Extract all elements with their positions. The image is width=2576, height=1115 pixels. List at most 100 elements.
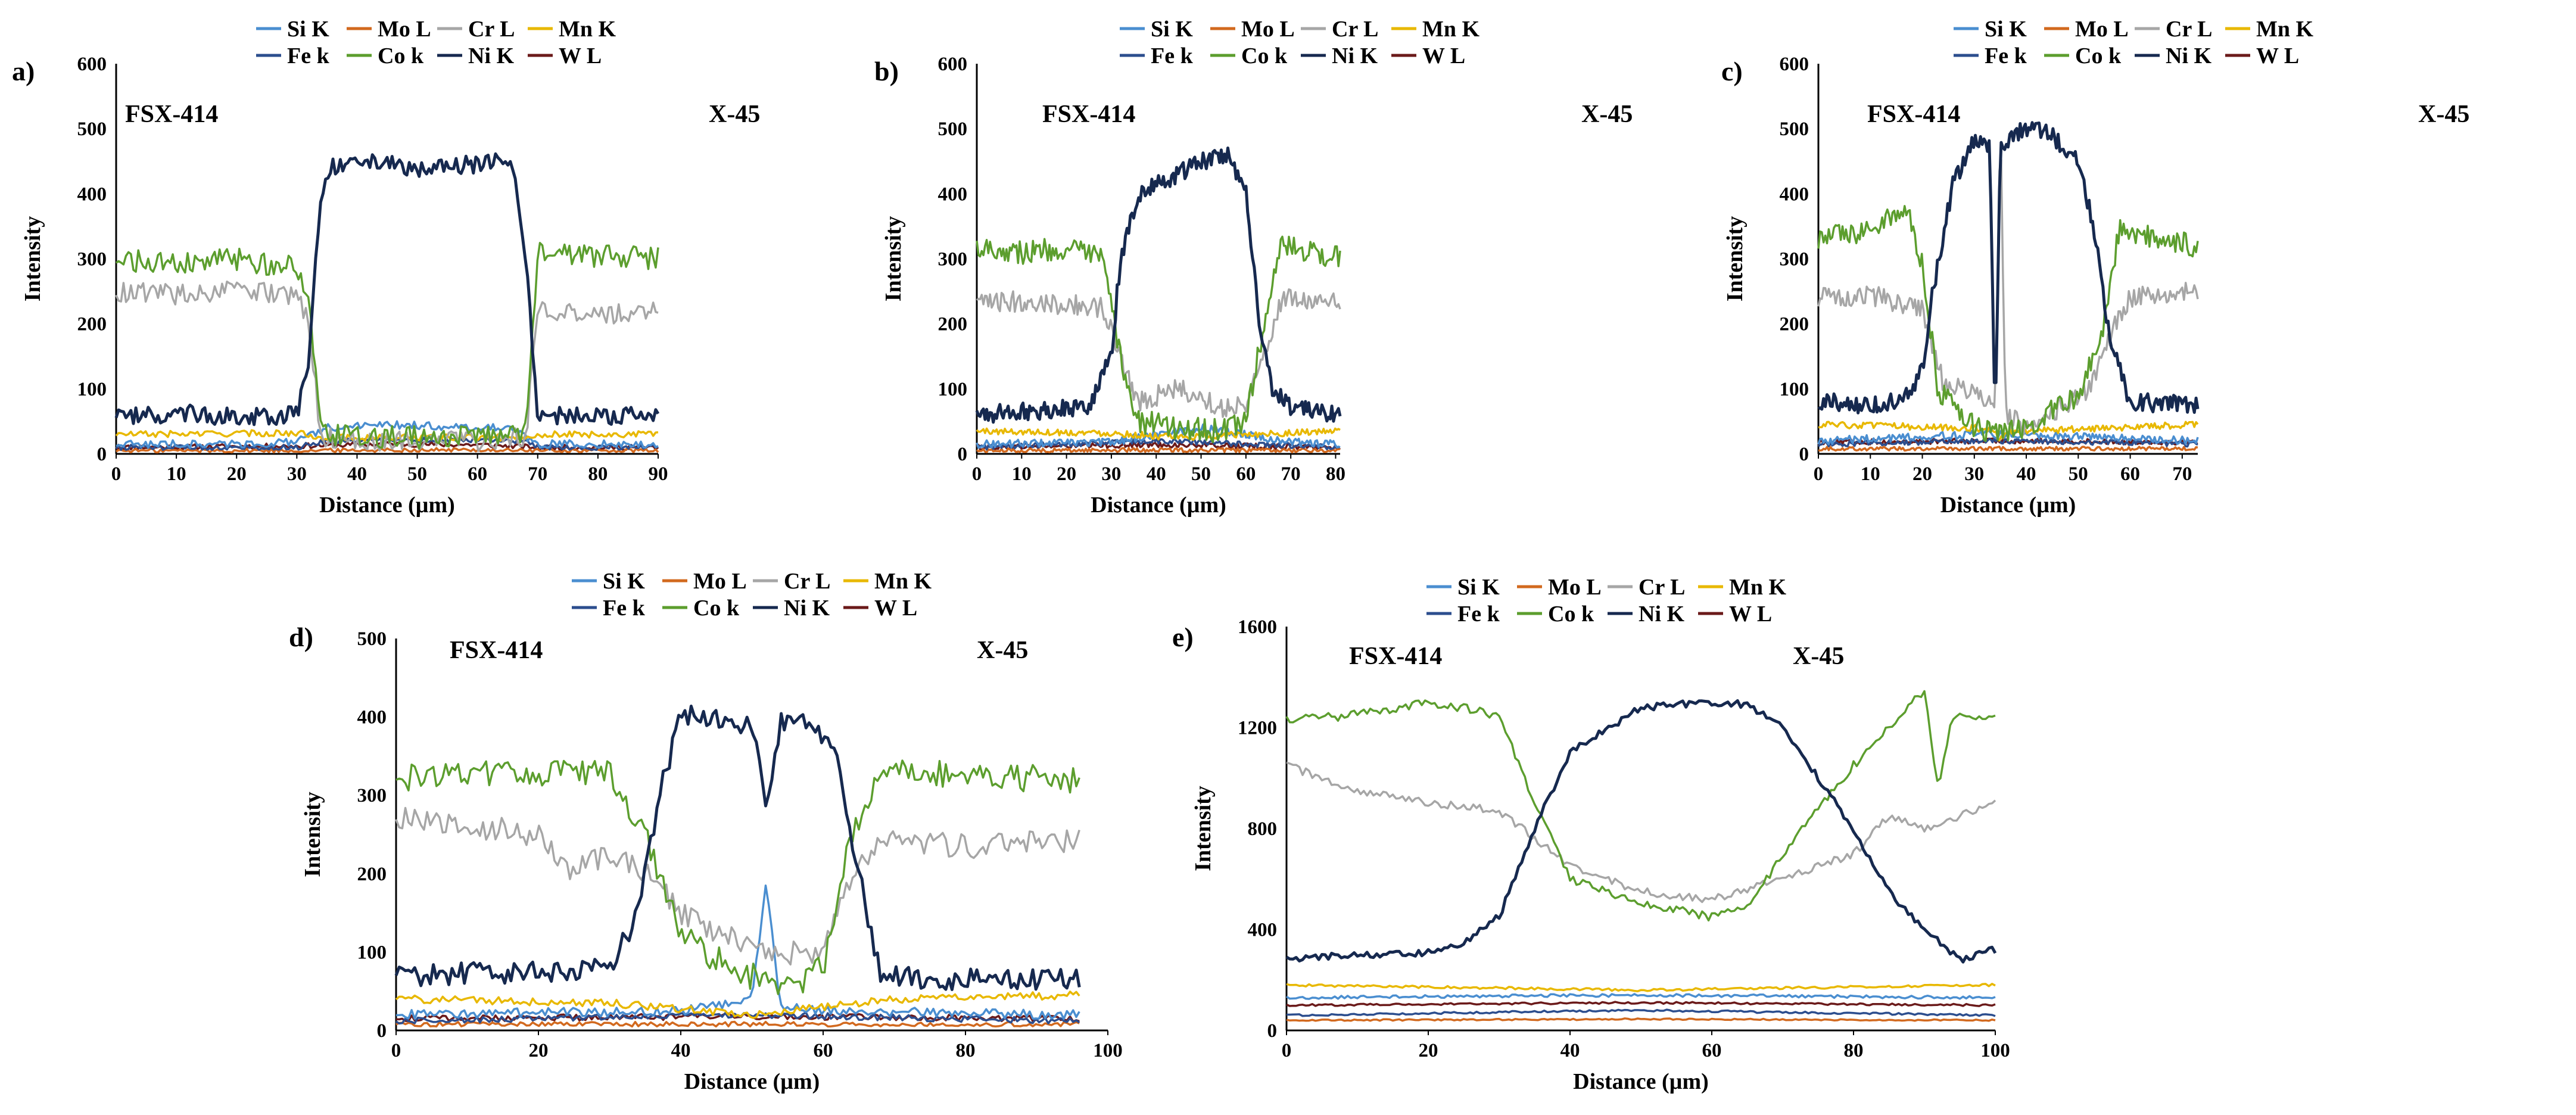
x-tick-label: 0: [111, 463, 122, 485]
y-tick-label: 500: [938, 119, 968, 140]
series-line-mo: [976, 447, 1341, 454]
legend-label-mn: Mn K: [874, 569, 932, 594]
x-tick-label: 60: [814, 1040, 833, 1061]
y-axis-title: Intensity: [881, 216, 906, 302]
series-line-fe: [976, 437, 1341, 451]
x-tick-label: 80: [1844, 1040, 1864, 1061]
series-line-cr: [1286, 761, 1996, 904]
legend-label-mo: Mo L: [1241, 17, 1295, 42]
legend-label-si: Si K: [603, 569, 645, 594]
y-tick-label: 300: [357, 785, 387, 806]
legend-label-w: W L: [559, 43, 602, 68]
panel-label: a): [12, 56, 35, 86]
x-tick-label: 80: [956, 1040, 976, 1061]
legend-label-si: Si K: [287, 17, 329, 42]
series-line-ni: [975, 147, 1342, 424]
legend-label-mn: Mn K: [1729, 575, 1787, 600]
legend-label-fe: Fe k: [287, 43, 330, 68]
x-tick-label: 80: [588, 463, 608, 485]
left-sample-label: FSX-414: [450, 637, 543, 664]
x-tick-label: 20: [529, 1040, 549, 1061]
x-tick-label: 10: [1861, 463, 1880, 485]
legend-label-ni: Ni K: [2166, 43, 2212, 68]
left-sample-label: FSX-414: [1042, 101, 1135, 128]
y-tick-label: 500: [77, 119, 107, 140]
panel-label: e): [1172, 622, 1194, 652]
x-tick-label: 30: [1101, 463, 1121, 485]
x-tick-label: 30: [287, 463, 307, 485]
legend-label-co: Co k: [378, 43, 424, 68]
x-tick-label: 40: [347, 463, 367, 485]
series-line-cr: [976, 288, 1341, 418]
legend-label-mn: Mn K: [559, 17, 616, 42]
y-axis-title: Intensity: [300, 792, 325, 877]
x-tick-label: 70: [528, 463, 547, 485]
x-tick-label: 50: [2069, 463, 2088, 485]
series-line-fe: [1287, 1008, 1996, 1017]
y-tick-label: 300: [77, 249, 107, 270]
legend-label-mn: Mn K: [2256, 17, 2314, 42]
y-tick-label: 200: [1780, 314, 1809, 335]
series-line-fe: [1817, 437, 2198, 448]
legend-label-fe: Fe k: [603, 596, 646, 621]
x-tick-label: 0: [972, 463, 982, 485]
y-tick-label: 400: [77, 183, 107, 205]
series-line-si: [116, 420, 659, 449]
x-tick-label: 10: [1012, 463, 1032, 485]
chart-panel-1: 0 100 200 300 400 500 600 0 10 20 30 40 50 60 70 80 90 Di…: [12, 17, 760, 518]
legend-label-fe: Fe k: [1457, 602, 1500, 627]
series-line-ni: [394, 705, 1081, 991]
y-tick-label: 100: [357, 942, 387, 963]
x-axis-title: Distance (µm): [684, 1069, 820, 1094]
x-tick-label: 50: [407, 463, 427, 485]
y-tick-label: 200: [357, 864, 387, 885]
series-line-co: [1285, 690, 1996, 922]
y-tick-label: 300: [938, 249, 968, 270]
legend-label-cr: Cr L: [2166, 17, 2212, 42]
y-tick-label: 100: [1780, 379, 1809, 400]
series-line-cr: [395, 806, 1080, 966]
x-axis-title: Distance (µm): [319, 493, 455, 518]
x-axis-title: Distance (µm): [1940, 493, 2076, 518]
x-tick-label: 70: [2172, 463, 2192, 485]
y-tick-label: 100: [938, 379, 968, 400]
series-line-co: [115, 242, 659, 450]
legend-label-w: W L: [1422, 43, 1465, 68]
series-line-co: [1817, 205, 2199, 443]
x-tick-label: 70: [1281, 463, 1301, 485]
legend-label-si: Si K: [1457, 575, 1500, 600]
legend-label-cr: Cr L: [1332, 17, 1378, 42]
x-tick-label: 20: [1419, 1040, 1438, 1061]
chart-panel-4: 0 100 200 300 400 500 0 20 40 60 80 100 Distance (µm…: [289, 569, 1123, 1094]
legend-label-co: Co k: [1241, 43, 1288, 68]
legend-label-co: Co k: [2075, 43, 2122, 68]
legend-label-mo: Mo L: [693, 569, 747, 594]
x-tick-label: 20: [227, 463, 247, 485]
right-sample-label: X-45: [977, 637, 1028, 664]
series-line-cr: [115, 281, 659, 452]
legend-label-co: Co k: [693, 596, 740, 621]
x-axis-title: Distance (µm): [1573, 1069, 1709, 1094]
series-line-si: [1286, 993, 1996, 1000]
legend-label-co: Co k: [1548, 602, 1594, 627]
series-line-mo: [395, 1020, 1080, 1028]
legend-label-w: W L: [2256, 43, 2299, 68]
series-line-mo: [1818, 446, 2198, 452]
x-tick-label: 90: [649, 463, 668, 485]
chart-panel-5: 0 400 800 1200 1600 0 20 40 60 80 100 Distance (µm)…: [1172, 575, 2010, 1094]
right-sample-label: X-45: [1793, 643, 1844, 670]
legend-label-mo: Mo L: [378, 17, 431, 42]
x-tick-label: 60: [2120, 463, 2140, 485]
x-tick-label: 60: [1702, 1040, 1722, 1061]
series-line-mn: [976, 427, 1341, 441]
series-line-ni: [1817, 121, 2200, 415]
series-line-co: [395, 759, 1080, 995]
y-tick-label: 100: [77, 379, 107, 400]
legend-label-fe: Fe k: [1985, 43, 2027, 68]
y-tick-label: 600: [938, 54, 968, 75]
y-tick-label: 600: [1780, 54, 1809, 75]
x-tick-label: 0: [1282, 1040, 1292, 1061]
x-tick-label: 30: [1964, 463, 1984, 485]
legend-label-si: Si K: [1151, 17, 1193, 42]
